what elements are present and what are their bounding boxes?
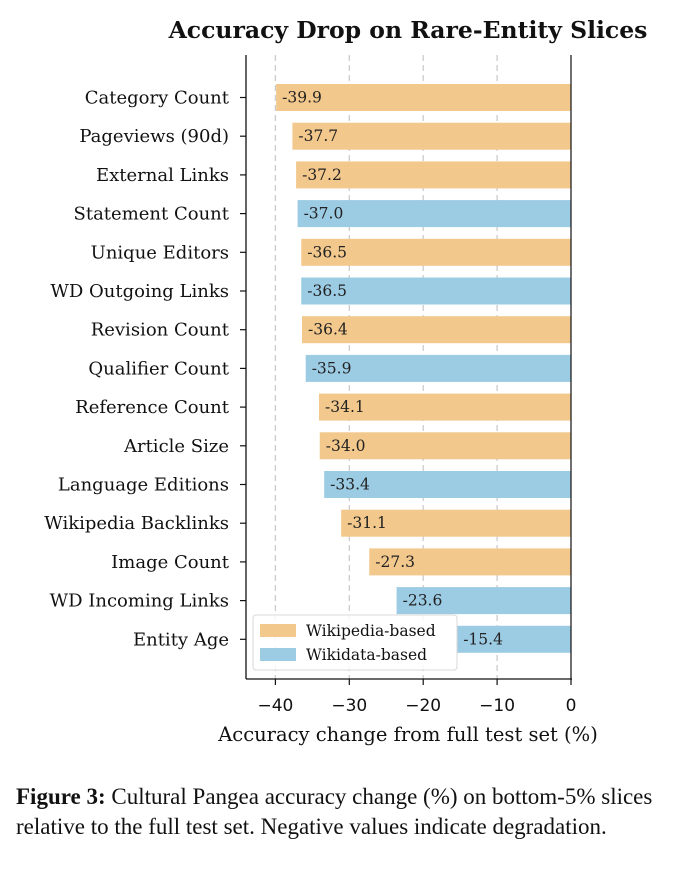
y-tick-label: WD Incoming Links (50, 591, 229, 612)
legend-swatch (260, 624, 296, 637)
bar-value-label: -39.9 (282, 89, 322, 107)
bar (457, 625, 571, 653)
bar-chart: Accuracy Drop on Rare-Entity Slices -39.… (44, 16, 648, 746)
bar (301, 238, 571, 266)
bar-value-label: -35.9 (312, 359, 352, 377)
legend-label: Wikidata-based (306, 646, 427, 664)
bar-value-label: -36.5 (307, 243, 347, 261)
x-tick-label: 0 (566, 696, 577, 716)
bar (292, 122, 571, 150)
bar (305, 354, 571, 382)
bar-value-label: -34.1 (325, 398, 365, 416)
x-tick-label: −30 (331, 696, 367, 716)
bar (369, 548, 571, 576)
y-tick-label: Statement Count (74, 204, 230, 225)
x-tick-label: −10 (479, 696, 515, 716)
chart-title: Accuracy Drop on Rare-Entity Slices (168, 16, 648, 44)
y-tick-label: Article Size (123, 436, 229, 457)
y-tick-label: Unique Editors (91, 242, 229, 263)
x-tick-label: −20 (405, 696, 441, 716)
x-tick-label: −40 (257, 696, 293, 716)
y-tick-label: Qualifier Count (88, 358, 229, 379)
y-tick-label: Pageviews (90d) (79, 126, 229, 147)
bar (301, 277, 571, 305)
y-tick-label: External Links (96, 165, 229, 186)
y-tick-label: Image Count (111, 552, 230, 573)
bar-value-label: -37.0 (304, 205, 344, 223)
x-axis-label: Accuracy change from full test set (%) (217, 723, 598, 746)
bar-value-label: -23.6 (403, 592, 443, 610)
bar (302, 316, 571, 344)
caption-text: Cultural Pangea accuracy change (%) on b… (16, 784, 653, 839)
bar-value-label: -34.0 (326, 437, 366, 455)
bar-value-label: -37.2 (302, 166, 342, 184)
bar-value-label: -33.4 (330, 476, 370, 494)
legend: Wikipedia-based Wikidata-based (252, 614, 458, 671)
bar-value-label: -15.4 (463, 630, 503, 648)
bar (296, 161, 571, 189)
bar (319, 393, 571, 421)
y-tick-label: Wikipedia Backlinks (44, 513, 229, 534)
bar (297, 200, 571, 228)
bar-value-label: -36.4 (308, 321, 348, 339)
y-tick-label: Reference Count (75, 397, 230, 418)
bar (276, 84, 571, 111)
y-tick-label: Entity Age (133, 629, 229, 650)
y-tick-label: Category Count (85, 88, 230, 109)
bar (341, 509, 571, 537)
axes: Category Count Pageviews (90d) External Li… (44, 55, 576, 716)
y-tick-label: Revision Count (91, 320, 230, 341)
figure-caption: Figure 3: Cultural Pangea accuracy chang… (16, 782, 676, 842)
bar-value-label: -31.1 (347, 514, 387, 532)
bars-group: -39.9 -37.7 -37.2 -37.0 -36.5 -36.5 -36.4 -35.9… (276, 84, 571, 653)
legend-box (252, 614, 458, 671)
legend-label: Wikipedia-based (306, 622, 436, 640)
bar-value-label: -27.3 (375, 553, 415, 571)
y-tick-label: WD Outgoing Links (50, 281, 229, 302)
bar (324, 471, 571, 498)
bar (396, 587, 571, 615)
legend-swatch (260, 648, 296, 661)
bar (319, 432, 571, 460)
bar-value-label: -37.7 (298, 127, 338, 145)
caption-label: Figure 3: (16, 784, 106, 809)
y-tick-label: Language Editions (58, 475, 229, 496)
bar-value-label: -36.5 (307, 282, 347, 300)
